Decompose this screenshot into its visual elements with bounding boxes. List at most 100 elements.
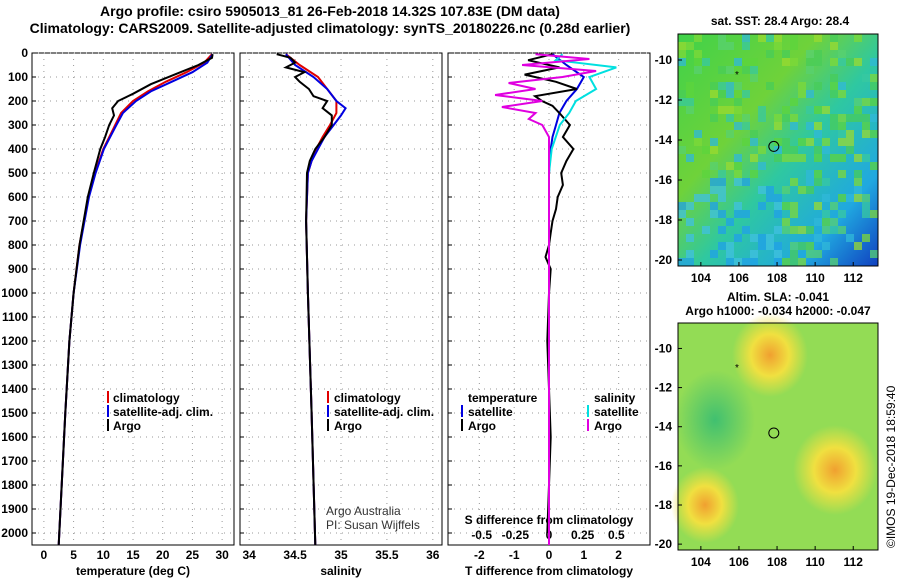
sst-pixel (774, 194, 782, 202)
sst-pixel (822, 138, 830, 146)
sst-pixel (830, 58, 838, 66)
sst-pixel (774, 34, 782, 42)
sst-pixel (814, 50, 822, 58)
sla-warm-eddy-southwest (671, 467, 739, 543)
sst-pixel (830, 74, 838, 82)
sst-pixel (806, 186, 814, 194)
sst-pixel (694, 138, 702, 146)
sst-pixel (766, 234, 774, 242)
sst-pixel (822, 226, 830, 234)
sst-pixel (854, 194, 862, 202)
sst-pixel (750, 74, 758, 82)
x-tick-label: 5 (70, 548, 77, 562)
sst-pixel (766, 82, 774, 90)
sst-pixel (870, 74, 878, 82)
sst-pixel (782, 258, 790, 266)
map-lon-tick-label: 108 (767, 555, 787, 569)
sst-pixel (726, 90, 734, 98)
sst-pixel (774, 138, 782, 146)
sst-pixel (758, 202, 766, 210)
sst-pixel (718, 226, 726, 234)
sst-pixel (718, 66, 726, 74)
x-tick-label: 35.5 (375, 548, 399, 562)
sst-pixel (750, 58, 758, 66)
sst-pixel (686, 82, 694, 90)
salinity-legend: climatology satellite-adj. clim. Argo (327, 391, 434, 433)
sst-pixel (790, 154, 798, 162)
sst-pixel (766, 242, 774, 250)
sst-pixel (710, 98, 718, 106)
depth-tick-label: 400 (8, 142, 28, 156)
sst-pixel (854, 154, 862, 162)
sst-pixel (830, 258, 838, 266)
sst-pixel (854, 170, 862, 178)
x-axis-label: salinity (320, 564, 362, 578)
x-tick-label: 20 (156, 548, 170, 562)
sst-pixel (710, 90, 718, 98)
sst-pixel (702, 194, 710, 202)
sst-pixel (782, 202, 790, 210)
sst-pixel (790, 146, 798, 154)
x-tick-label: 10 (97, 548, 111, 562)
sst-pixel (726, 42, 734, 50)
sst-pixel (758, 146, 766, 154)
x-tick-label: 0 (546, 548, 553, 562)
sst-pixel (750, 250, 758, 258)
sst-pixel (822, 242, 830, 250)
sst-pixel (862, 234, 870, 242)
sst-pixel (854, 34, 862, 42)
sst-pixel (710, 82, 718, 90)
sst-pixel (814, 234, 822, 242)
sst-pixel (750, 258, 758, 266)
sst-pixel (718, 42, 726, 50)
depth-tick-label: 1000 (1, 286, 28, 300)
sst-pixel (734, 210, 742, 218)
sst-pixel (710, 138, 718, 146)
sst-pixel (726, 258, 734, 266)
legend-satellite-label: satellite-adj. clim. (113, 405, 213, 419)
sst-pixel (758, 242, 766, 250)
sst-pixel (790, 114, 798, 122)
sst-pixel (774, 258, 782, 266)
sst-pixel (814, 154, 822, 162)
sst-pixel (790, 250, 798, 258)
x-tick-label: 34.5 (283, 548, 307, 562)
sst-pixel (758, 34, 766, 42)
sst-pixel (718, 178, 726, 186)
sst-pixel (854, 98, 862, 106)
sst-pixel (758, 114, 766, 122)
legend-salinity-heading: salinity (594, 391, 636, 405)
sst-pixel (782, 114, 790, 122)
sst-pixel (806, 226, 814, 234)
sst-pixel (862, 122, 870, 130)
sst-pixel (710, 210, 718, 218)
sst-pixel (838, 50, 846, 58)
sst-pixel (790, 210, 798, 218)
depth-tick-label: 1100 (2, 310, 28, 324)
x-tick-label: 34 (243, 548, 257, 562)
sst-pixel (702, 58, 710, 66)
depth-tick-label: 1900 (1, 502, 28, 516)
map-lon-tick-label: 110 (805, 555, 825, 569)
sst-pixel (846, 58, 854, 66)
sst-pixel (830, 114, 838, 122)
x-tick-label: 30 (215, 548, 229, 562)
sst-pixel (734, 202, 742, 210)
sst-pixel (790, 242, 798, 250)
sst-pixel (782, 106, 790, 114)
sla-float-marker (768, 427, 780, 439)
sst-pixel (814, 82, 822, 90)
legend-temperature-heading: temperature (468, 391, 538, 405)
depth-tick-label: 1700 (1, 454, 28, 468)
sst-pixel (814, 170, 822, 178)
sst-pixel (830, 202, 838, 210)
sst-pixel (782, 138, 790, 146)
sst-pixel (790, 98, 798, 106)
sst-pixel (862, 194, 870, 202)
sst-pixel (726, 162, 734, 170)
difference-legend: temperature satellite Argo salinity sate… (461, 391, 639, 433)
x-axis-label: temperature (deg C) (76, 564, 190, 578)
legend-argo-label: Argo (113, 419, 141, 433)
sst-pixel (734, 258, 742, 266)
sst-pixel (678, 98, 686, 106)
